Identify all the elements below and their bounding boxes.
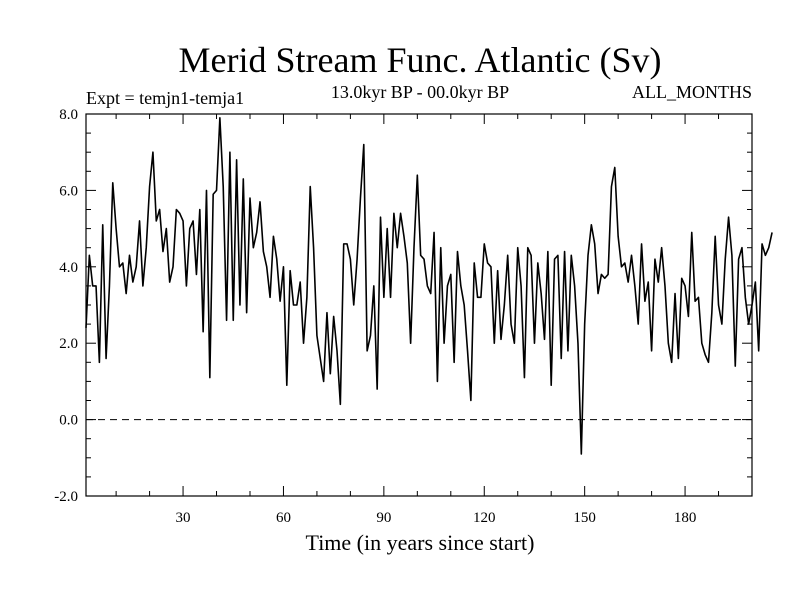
x-tick-label: 60	[276, 510, 291, 526]
y-tick-label: 8.0	[59, 107, 78, 123]
plot-frame	[85, 113, 753, 497]
x-tick-label: 120	[473, 510, 496, 526]
series-line	[85, 117, 773, 455]
y-tick-label: 0.0	[59, 413, 78, 429]
x-axis-label: Time (in years since start)	[306, 530, 535, 555]
y-tick-label: 4.0	[59, 260, 78, 276]
x-tick-label: 30	[176, 510, 191, 526]
subtitle-right: ALL_MONTHS	[632, 82, 752, 102]
subtitle-left: Expt = temjn1-temja1	[86, 88, 244, 108]
plot-area: 30 60 90 120 150 180 -2.0 0.0 2.0 4.0 6.0 8.0	[54, 107, 773, 526]
subtitle-center: 13.0kyr BP - 00.0kyr BP	[331, 82, 509, 102]
y-tick-label: 6.0	[59, 183, 78, 199]
chart-title: Merid Stream Func. Atlantic (Sv)	[179, 40, 662, 80]
x-tick-label: 90	[376, 510, 391, 526]
y-tick-label: 2.0	[59, 336, 78, 352]
x-tick-label: 150	[573, 510, 596, 526]
x-tick-label: 180	[674, 510, 697, 526]
y-tick-label: -2.0	[54, 489, 78, 505]
